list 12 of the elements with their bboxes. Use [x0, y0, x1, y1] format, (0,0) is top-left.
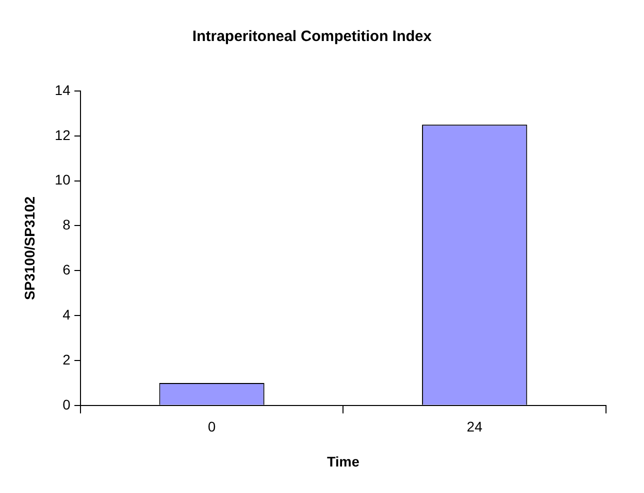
- x-tick-label: 24: [466, 418, 483, 435]
- y-axis-title: SP3100/SP3102: [21, 196, 38, 300]
- x-axis-title: Time: [326, 453, 360, 470]
- y-tick-label: 0: [62, 396, 71, 412]
- y-tick-label: 6: [62, 262, 71, 278]
- y-tick-label: 2: [62, 351, 71, 368]
- y-tick-label: 12: [54, 126, 71, 143]
- y-tick-label: 14: [54, 82, 71, 98]
- y-tick-label: 8: [62, 216, 71, 233]
- y-tick-label: 10: [54, 172, 71, 188]
- y-tick-label: 4: [62, 306, 71, 322]
- chart-title: Intraperitoneal Competition Index: [192, 28, 432, 46]
